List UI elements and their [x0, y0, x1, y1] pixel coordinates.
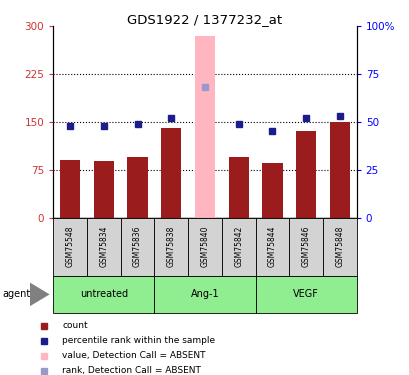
Text: GSM75834: GSM75834	[99, 226, 108, 267]
Text: Ang-1: Ang-1	[190, 290, 219, 299]
Text: count: count	[62, 321, 88, 330]
Text: GSM75846: GSM75846	[301, 226, 310, 267]
Text: value, Detection Call = ABSENT: value, Detection Call = ABSENT	[62, 351, 205, 360]
Text: GSM75842: GSM75842	[234, 226, 243, 267]
Text: untreated: untreated	[80, 290, 128, 299]
Bar	[289, 217, 322, 276]
Text: GSM75836: GSM75836	[133, 226, 142, 267]
Text: percentile rank within the sample: percentile rank within the sample	[62, 336, 215, 345]
Bar	[262, 164, 282, 218]
Text: agent: agent	[2, 290, 30, 299]
Bar	[161, 128, 181, 217]
Bar	[228, 157, 248, 218]
Polygon shape	[30, 283, 49, 306]
Bar	[255, 276, 356, 313]
Bar	[94, 161, 114, 218]
Bar	[255, 217, 289, 276]
Bar	[329, 122, 349, 218]
Bar	[53, 276, 154, 313]
Bar	[154, 276, 255, 313]
Text: GSM75838: GSM75838	[166, 226, 175, 267]
Bar	[295, 132, 315, 218]
Bar	[322, 217, 356, 276]
Bar	[120, 217, 154, 276]
Bar	[53, 217, 87, 276]
Bar	[154, 217, 188, 276]
Bar	[60, 160, 80, 218]
Bar	[87, 217, 120, 276]
Text: GSM75840: GSM75840	[200, 226, 209, 267]
Text: GSM75844: GSM75844	[267, 226, 276, 267]
Bar	[221, 217, 255, 276]
Bar	[127, 157, 147, 218]
Bar	[194, 36, 215, 218]
Text: GDS1922 / 1377232_at: GDS1922 / 1377232_at	[127, 13, 282, 26]
Text: GSM75548: GSM75548	[65, 226, 74, 267]
Bar	[188, 217, 221, 276]
Text: GSM75848: GSM75848	[335, 226, 344, 267]
Text: rank, Detection Call = ABSENT: rank, Detection Call = ABSENT	[62, 366, 201, 375]
Text: VEGF: VEGF	[292, 290, 318, 299]
